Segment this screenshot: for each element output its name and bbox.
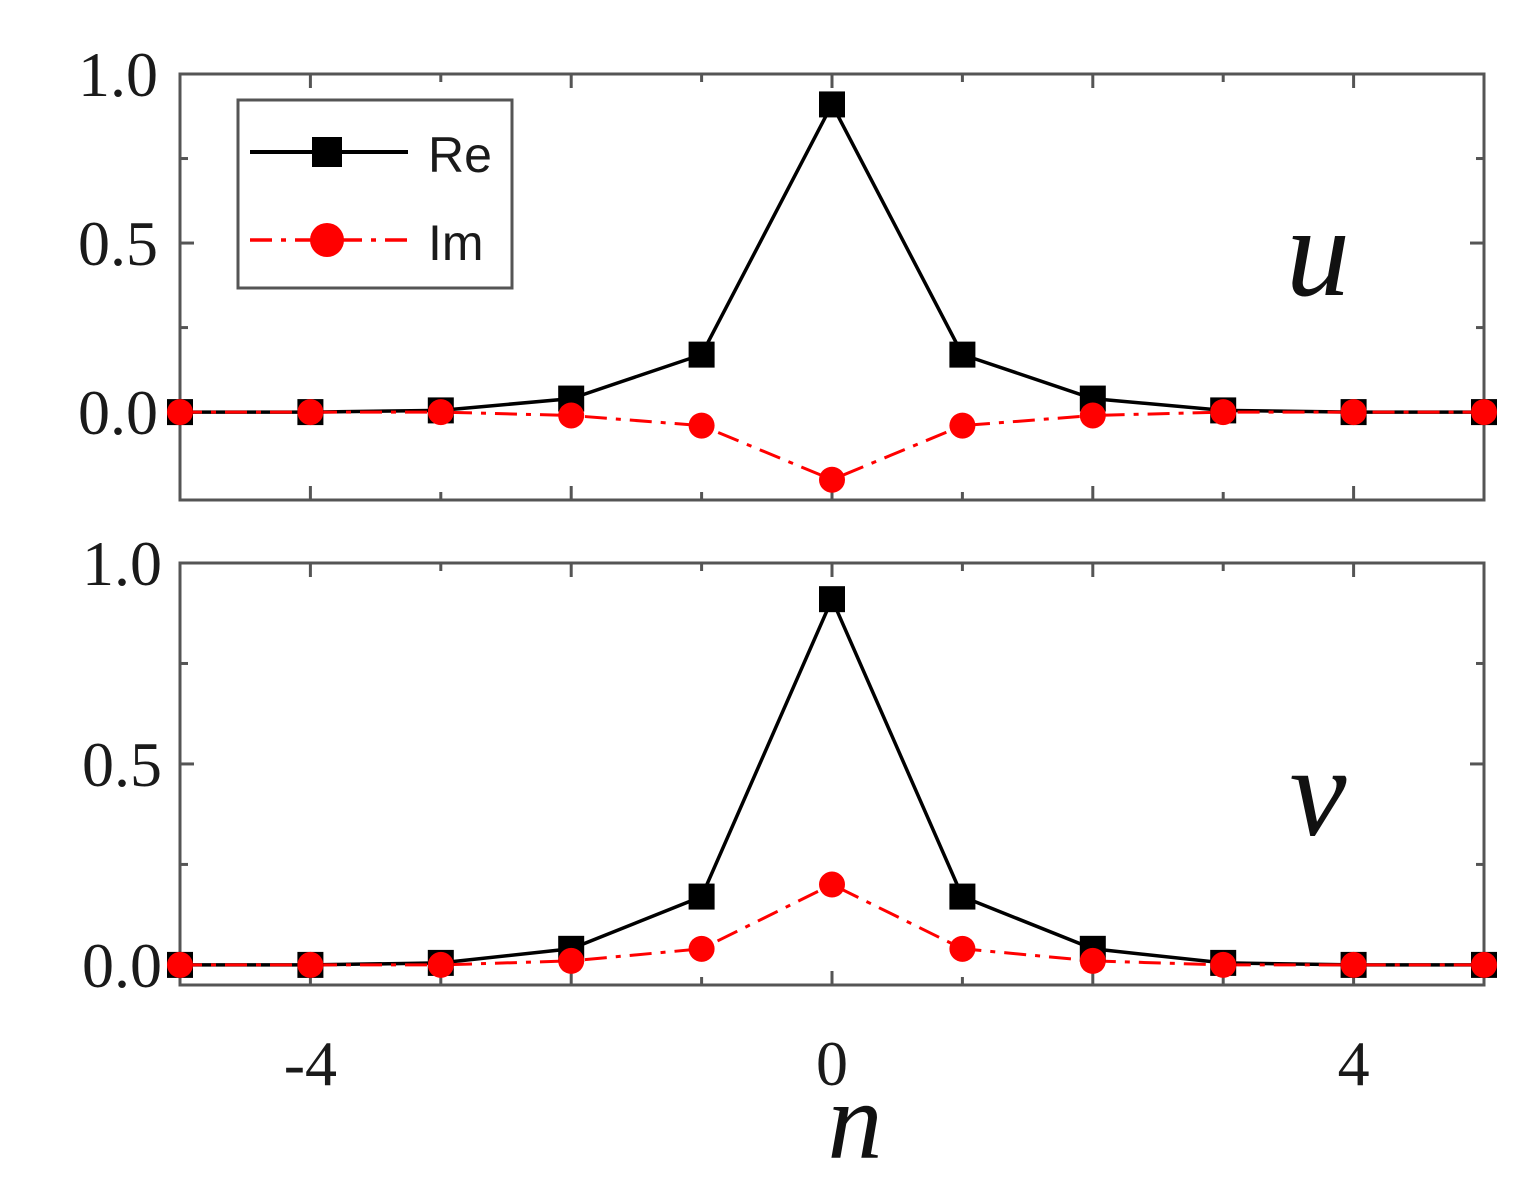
data-point-im xyxy=(427,951,454,978)
data-point-im xyxy=(819,871,845,898)
legend-label-re: Re xyxy=(428,127,492,183)
data-point-im xyxy=(167,399,193,426)
y-tick-label: 0.0 xyxy=(78,377,158,448)
y-tick-label: 1.0 xyxy=(78,39,158,110)
x-axis-title: n xyxy=(828,1060,883,1182)
data-point-re xyxy=(688,341,715,368)
panel-label-u: u xyxy=(1286,181,1350,323)
legend: Re Im xyxy=(236,98,514,290)
data-point-im xyxy=(1340,951,1367,978)
y-tick-label: 0.5 xyxy=(78,208,158,279)
y-tick-label: 1.0 xyxy=(82,528,162,599)
data-point-im xyxy=(1210,951,1237,978)
data-point-im xyxy=(1210,399,1237,426)
y-tick-labels-v: 0.0 0.5 1.0 xyxy=(82,528,162,1001)
legend-label-im: Im xyxy=(428,215,484,271)
tick-marks-u xyxy=(180,72,1484,500)
series-group-v xyxy=(167,586,1497,978)
x-tick-label: 4 xyxy=(1338,1028,1370,1099)
legend-marker-re xyxy=(312,137,342,167)
x-tick-labels: -4 0 4 xyxy=(284,1028,1370,1099)
x-tick-label: -4 xyxy=(284,1028,337,1099)
data-point-im xyxy=(949,412,976,439)
data-point-im xyxy=(1079,947,1106,974)
data-point-re xyxy=(688,883,715,910)
tick-marks-v xyxy=(180,561,1484,985)
y-tick-label: 0.0 xyxy=(82,930,162,1001)
y-tick-label: 0.5 xyxy=(82,729,162,800)
data-point-im xyxy=(688,412,715,439)
data-point-re xyxy=(949,883,976,910)
legend-marker-im xyxy=(310,223,344,257)
panel-label-v: v xyxy=(1290,721,1347,863)
data-point-im xyxy=(297,951,324,978)
data-point-im xyxy=(427,399,454,426)
data-point-im xyxy=(688,935,715,962)
legend-box xyxy=(236,98,514,290)
panel-u: 0.0 0.5 1.0 u Re Im xyxy=(78,39,1497,502)
panel-v: 0.0 0.5 1.0 v -4 0 4 n xyxy=(82,528,1497,1182)
data-point-im xyxy=(1079,402,1106,429)
data-point-im xyxy=(1340,399,1367,426)
series-line-re xyxy=(180,594,1484,967)
plot-frame-v xyxy=(178,561,1486,987)
data-point-im xyxy=(819,466,845,493)
y-tick-labels-u: 0.0 0.5 1.0 xyxy=(78,39,158,448)
data-point-re xyxy=(819,586,845,613)
x-tick-label: 0 xyxy=(816,1028,848,1099)
data-point-re xyxy=(949,341,976,368)
data-point-im xyxy=(1471,951,1497,978)
series-group-u xyxy=(167,91,1497,493)
data-point-im xyxy=(167,951,193,978)
data-point-im xyxy=(558,402,585,429)
data-point-im xyxy=(558,947,585,974)
data-point-im xyxy=(297,399,324,426)
data-point-re xyxy=(819,91,845,118)
data-point-im xyxy=(1471,399,1497,426)
data-point-im xyxy=(949,935,976,962)
